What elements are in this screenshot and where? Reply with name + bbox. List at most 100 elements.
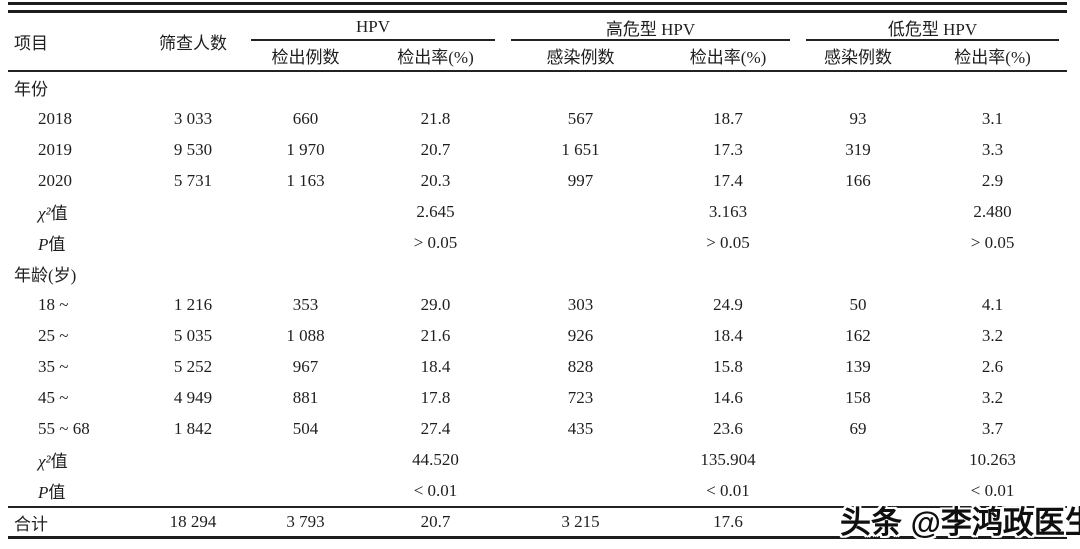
- watermark: 头条 @李鸿政医生: [840, 497, 1080, 542]
- cell-hpv-count: [243, 475, 368, 507]
- cell-hpv-count: 660: [292, 108, 319, 128]
- table-row: P值 < 0.01 < 0.01 < 0.01: [8, 475, 1067, 507]
- col-header-hpv-count: 检出例数: [243, 41, 368, 72]
- cell-lr-count: 319: [845, 139, 871, 159]
- table-row: χ²值 44.520 135.904 10.263: [8, 444, 1067, 475]
- cell-hpv-rate: 21.6: [420, 325, 451, 345]
- cell-hr-rate: < 0.01: [706, 480, 750, 500]
- cell-lr-rate: 3.2: [981, 325, 1004, 345]
- stat-symbol: P: [38, 235, 49, 254]
- header-sub-row: 检出例数 检出率(%) 感染例数 检出率(%) 感染例数 检出率(%): [8, 41, 1068, 72]
- table-row: P值 > 0.05 > 0.05 > 0.05: [8, 227, 1067, 258]
- cell-lr-rate: 4.1: [981, 294, 1004, 314]
- cell-hr-count: 828: [567, 356, 594, 376]
- cell-hr-count: [503, 196, 658, 227]
- stat-symbol: P: [38, 483, 49, 502]
- cell-hpv-count: [243, 196, 368, 227]
- cell-hpv-count: 3 793: [243, 506, 368, 538]
- row-label: 35 ~: [38, 356, 69, 376]
- cell-hpv-count: [243, 227, 368, 258]
- cell-lr-rate: > 0.05: [970, 232, 1015, 252]
- cell-screened: [143, 258, 243, 289]
- cell-hpv-count: 1 088: [286, 325, 325, 345]
- col-group-low-risk-hpv: 低危型 HPV: [798, 12, 1067, 42]
- col-group-high-risk-hpv: 高危型 HPV: [503, 12, 798, 42]
- cell-screened: 1 842: [173, 418, 213, 438]
- cell-hpv-count: 967: [292, 356, 319, 376]
- cell-screened: [143, 227, 243, 258]
- cell-hr-count: 303: [567, 294, 594, 314]
- cell-lr-count: 93: [849, 108, 867, 128]
- cell-lr-rate: 2.9: [981, 170, 1004, 190]
- cell-hpv-rate: 20.3: [420, 170, 451, 190]
- cell-hpv-rate: 20.7: [420, 139, 451, 159]
- stat-symbol: χ²: [38, 452, 51, 471]
- cell-lr-count: [798, 196, 918, 227]
- cell-hpv-rate: 21.8: [420, 108, 451, 128]
- row-label: 年龄(岁): [14, 266, 77, 285]
- row-label: 18 ~: [38, 294, 69, 314]
- row-label: 2018: [38, 108, 72, 128]
- cell-lr-count: 139: [845, 356, 871, 376]
- cell-lr-rate: < 0.01: [970, 480, 1015, 500]
- table-row: 18 ~ 1 216 353 29.0 303 24.9 50 4.1: [8, 289, 1067, 320]
- cell-hr-rate: 135.904: [700, 449, 756, 469]
- cell-hr-count: [503, 475, 658, 507]
- cell-lr-rate: 10.263: [969, 449, 1016, 469]
- table-row: χ²值 2.645 3.163 2.480: [8, 196, 1067, 227]
- table-row: 2018 3 033 660 21.8 567 18.7 93 3.1: [8, 103, 1067, 134]
- col-header-hr-count: 感染例数: [503, 41, 659, 72]
- cell-hpv-count: 1 163: [286, 170, 325, 190]
- cell-screened: 9 530: [173, 139, 213, 159]
- stat-symbol: χ²: [38, 204, 51, 223]
- cell-lr-count: [798, 506, 919, 538]
- cell-lr-count: [798, 71, 918, 103]
- cell-hpv-rate: 17.8: [420, 387, 451, 407]
- cell-hpv-count: [243, 258, 368, 289]
- cell-hpv-count: [243, 444, 368, 475]
- row-label: 2019: [38, 139, 72, 159]
- table-row: 2020 5 731 1 163 20.3 997 17.4 166 2.9: [8, 165, 1067, 196]
- cell-lr-rate: 3.7: [981, 418, 1004, 438]
- row-label: χ²值: [38, 204, 68, 223]
- table-body: 年份 2018 3 033 660 21.8 567 18.7 93 3.1 2019 9 530 1…: [8, 71, 1068, 538]
- cell-hr-rate: 15.8: [713, 356, 743, 376]
- cell-hpv-rate: [368, 71, 503, 103]
- cell-hpv-rate: 29.0: [420, 294, 451, 314]
- cell-screened: 5 252: [173, 356, 213, 376]
- cell-hpv-count: 881: [292, 387, 319, 407]
- table-row: 55 ~ 68 1 842 504 27.4 435 23.6 69 3.7: [8, 413, 1067, 444]
- cell-lr-count: 50: [849, 294, 867, 314]
- cell-hr-count: [503, 227, 658, 258]
- cell-lr-rate: 2.480: [973, 201, 1012, 221]
- row-label: 45 ~: [38, 387, 69, 407]
- cell-hr-rate: 17.6: [658, 506, 799, 538]
- row-label: 25 ~: [38, 325, 69, 345]
- cell-hr-count: [503, 444, 658, 475]
- table-row: 35 ~ 5 252 967 18.4 828 15.8 139 2.6: [8, 351, 1067, 382]
- row-label: P值: [38, 235, 66, 254]
- cell-hr-count: 926: [567, 325, 594, 345]
- cell-screened: [143, 71, 243, 103]
- cell-lr-count: 158: [845, 387, 871, 407]
- cell-screened: 3 033: [173, 108, 213, 128]
- cell-hr-rate: 14.6: [713, 387, 743, 407]
- row-label: 55 ~ 68: [38, 418, 90, 438]
- col-header-lr-rate: 检出率(%): [918, 41, 1068, 72]
- cell-hpv-rate: 27.4: [420, 418, 451, 438]
- cell-screened: 4 949: [173, 387, 213, 407]
- row-label: 2020: [38, 170, 72, 190]
- cell-hr-count: 997: [567, 170, 594, 190]
- cell-screened: 5 035: [173, 325, 213, 345]
- table-header: 项目 筛查人数 HPV 高危型 HPV 低危型 HPV 检出例数 检出率(%) …: [8, 11, 1068, 72]
- col-group-hpv: HPV: [243, 12, 503, 42]
- header-group-row: 项目 筛查人数 HPV 高危型 HPV 低危型 HPV: [8, 11, 1067, 72]
- cell-lr-count: 69: [849, 418, 867, 438]
- cell-lr-rate: 3.1: [981, 108, 1004, 128]
- cell-hr-count: [503, 71, 658, 103]
- table-row: 45 ~ 4 949 881 17.8 723 14.6 158 3.2: [8, 382, 1067, 413]
- total-row: 合计 18 294 3 793 20.7 3 215 17.6: [8, 506, 1068, 538]
- cell-lr-rate: 3.3: [981, 139, 1004, 159]
- cell-hpv-count: [243, 71, 368, 103]
